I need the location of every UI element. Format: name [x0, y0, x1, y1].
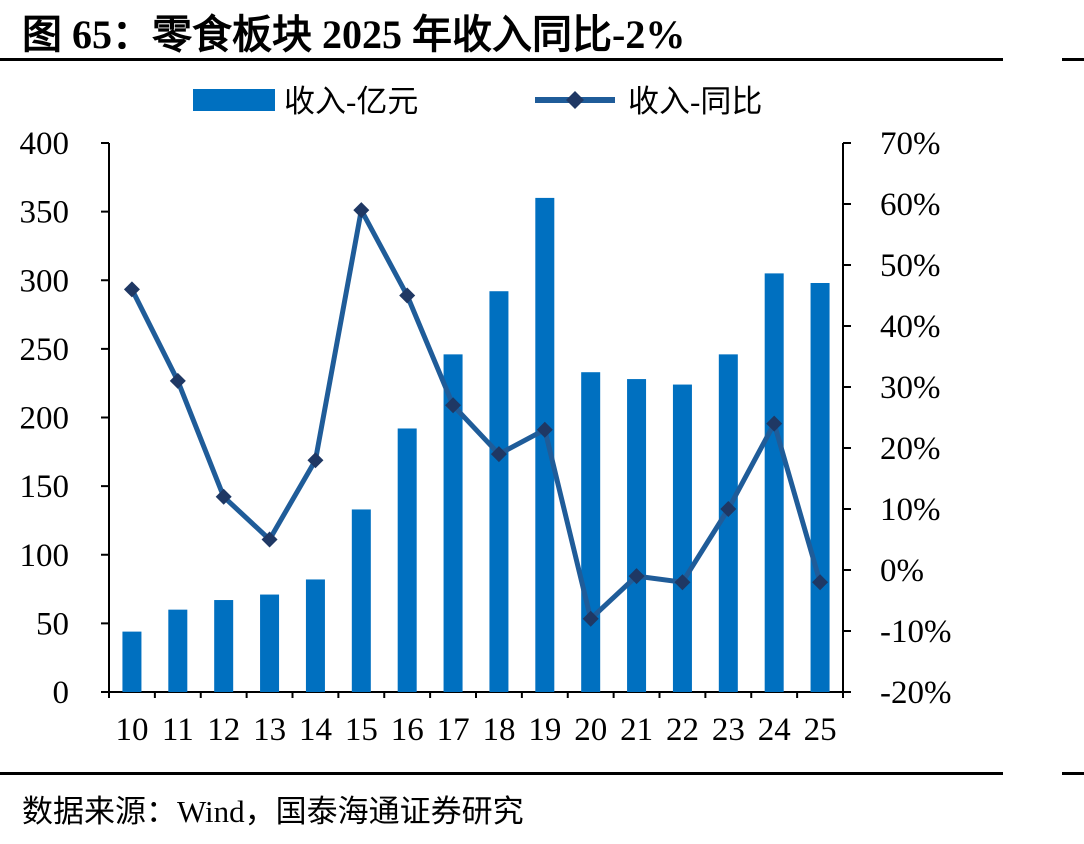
- line-point: [766, 415, 783, 432]
- bar: [214, 600, 234, 692]
- line-point: [490, 446, 507, 463]
- bar: [397, 428, 417, 692]
- legend-line-marker: [566, 91, 584, 109]
- left-tick-label: 300: [20, 263, 70, 299]
- bar: [122, 631, 142, 692]
- source-note: 数据来源：Wind，国泰海通证券研究: [22, 794, 524, 829]
- line-point: [812, 574, 829, 591]
- legend: 收入-亿元 收入-同比: [193, 84, 762, 119]
- right-tick-label: 40%: [880, 309, 941, 345]
- left-tick-label: 400: [20, 126, 70, 162]
- line-point: [123, 281, 140, 298]
- right-tick-label: 20%: [880, 431, 941, 467]
- figure-title: 图 65：零食板块 2025 年收入同比-2%: [22, 12, 686, 57]
- bar: [351, 509, 371, 692]
- yoy-line: [129, 207, 823, 622]
- axes: [101, 142, 851, 698]
- line-point: [628, 568, 645, 585]
- right-tick-label: -10%: [880, 614, 951, 650]
- bar: [718, 354, 738, 692]
- x-tick-label: 14: [299, 712, 332, 748]
- left-tick-label: 50: [36, 606, 69, 642]
- bar: [489, 291, 509, 692]
- x-tick-label: 23: [712, 712, 745, 748]
- x-tick-label: 21: [620, 712, 653, 748]
- left-tick-label: 250: [20, 332, 70, 368]
- x-tick-label: 12: [207, 712, 240, 748]
- line-point: [215, 488, 232, 505]
- line-series: [123, 202, 829, 627]
- top-rule: [0, 58, 1003, 61]
- x-tick-label: 10: [115, 712, 148, 748]
- left-tick-label: 200: [20, 401, 70, 437]
- left-tick-label: 150: [20, 469, 70, 505]
- line-point: [720, 501, 737, 517]
- bar: [627, 379, 647, 692]
- bar: [305, 579, 325, 692]
- bar-series: [122, 197, 830, 692]
- line-point: [674, 574, 691, 591]
- x-tick-label: 17: [437, 712, 470, 748]
- top-rule-right-fragment: [1062, 58, 1084, 61]
- bar: [443, 354, 463, 692]
- right-tick-label: 30%: [880, 370, 941, 406]
- legend-bar-label: 收入-亿元: [284, 84, 418, 119]
- x-tick-label: 15: [345, 712, 378, 748]
- x-tick-label: 11: [162, 712, 194, 748]
- right-tick-label: 0%: [880, 553, 924, 589]
- axis-labels: 0 50 100 150 200 250 300 350 400 -20% -10% 0% 10% 20%…: [20, 126, 952, 748]
- line-point: [353, 202, 370, 219]
- bar: [581, 372, 601, 692]
- x-tick-label: 18: [482, 712, 515, 748]
- left-tick-label: 0: [53, 675, 70, 711]
- bar: [764, 273, 784, 692]
- x-tick-label: 19: [528, 712, 561, 748]
- bar: [810, 282, 830, 692]
- right-tick-label: 50%: [880, 248, 941, 284]
- right-tick-label: 70%: [880, 126, 941, 162]
- x-tick-label: 13: [253, 712, 286, 748]
- line-point: [399, 287, 416, 304]
- line-point: [582, 610, 599, 627]
- bar: [260, 594, 280, 692]
- line-point: [536, 421, 553, 438]
- right-tick-label: 60%: [880, 187, 941, 223]
- right-tick-label: 10%: [880, 492, 941, 528]
- line-point: [307, 452, 324, 469]
- bar: [535, 197, 555, 692]
- line-point: [169, 372, 186, 389]
- x-tick-label: 16: [391, 712, 424, 748]
- bar: [672, 384, 692, 692]
- x-tick-label: 20: [574, 712, 607, 748]
- chart: 收入-亿元 收入-同比 0 50 100 150 200 250 300 350 400 -20%…: [20, 84, 952, 748]
- bar: [168, 609, 188, 692]
- x-tick-label: 22: [666, 712, 699, 748]
- right-tick-label: -20%: [880, 675, 951, 711]
- legend-bar-swatch: [193, 89, 275, 111]
- bottom-rule-right-fragment: [1062, 772, 1084, 775]
- line-point: [261, 531, 278, 548]
- x-tick-label: 25: [804, 712, 837, 748]
- bottom-rule: [0, 772, 1003, 775]
- left-tick-label: 100: [20, 538, 70, 574]
- legend-line-label: 收入-同比: [628, 84, 762, 119]
- x-tick-label: 24: [758, 712, 791, 748]
- line-point: [445, 397, 462, 414]
- left-tick-label: 350: [20, 195, 70, 231]
